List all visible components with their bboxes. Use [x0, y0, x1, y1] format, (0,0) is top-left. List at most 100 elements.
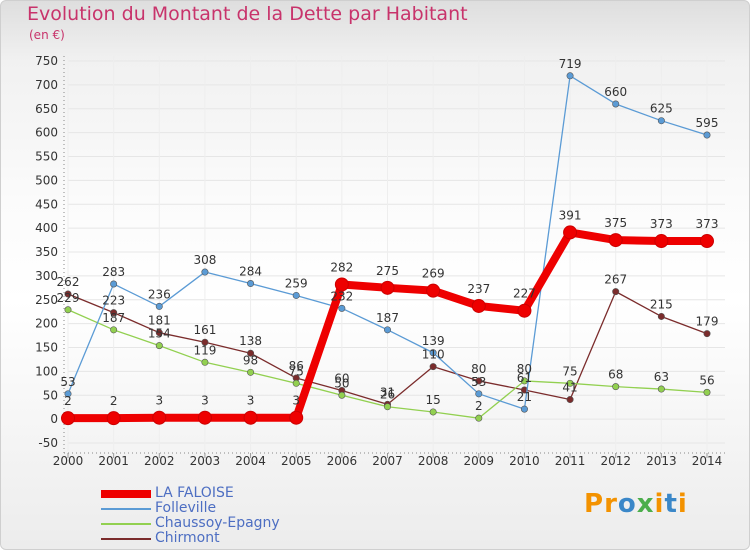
y-tick-label: 0 — [50, 412, 58, 426]
data-point — [520, 405, 528, 413]
data-label: 373 — [650, 217, 673, 231]
x-tick-label: 2013 — [646, 454, 677, 468]
data-point — [475, 390, 483, 398]
data-label: 237 — [467, 282, 490, 296]
data-label: 56 — [699, 373, 714, 387]
data-point — [612, 383, 620, 391]
data-label: 236 — [148, 287, 171, 301]
data-label: 60 — [334, 371, 349, 385]
data-point — [64, 390, 72, 398]
data-label: 41 — [562, 381, 577, 395]
x-tick-label: 2001 — [98, 454, 129, 468]
data-label: 375 — [604, 216, 627, 230]
data-point — [563, 225, 578, 240]
logo-letter: i — [677, 489, 688, 519]
data-label: 3 — [247, 394, 255, 408]
data-point — [247, 280, 255, 288]
data-point — [703, 330, 711, 338]
x-tick-label: 2011 — [555, 454, 586, 468]
data-label: 223 — [102, 294, 125, 308]
data-point — [247, 368, 255, 376]
data-label: 139 — [422, 334, 445, 348]
data-point — [429, 349, 437, 357]
data-label: 660 — [604, 85, 627, 99]
legend-swatch — [101, 523, 151, 525]
x-tick-label: 2012 — [600, 454, 631, 468]
data-label: 391 — [559, 208, 582, 222]
y-tick-label: 600 — [35, 126, 58, 140]
data-label: 53 — [471, 375, 486, 389]
x-tick-label: 2003 — [190, 454, 221, 468]
axes: 7507006506005505004504003503002502001501… — [35, 54, 725, 468]
legend-swatch — [101, 508, 151, 510]
data-point — [566, 72, 574, 80]
data-label: 80 — [471, 362, 486, 376]
y-tick-label: 450 — [35, 197, 58, 211]
data-point — [475, 377, 483, 385]
data-point — [520, 377, 528, 385]
data-label: 719 — [559, 57, 582, 71]
x-tick-label: 2005 — [281, 454, 312, 468]
data-point — [110, 326, 118, 334]
data-label: 61 — [517, 371, 532, 385]
data-label: 2 — [475, 399, 483, 413]
data-label: 187 — [102, 311, 125, 325]
data-label: 75 — [289, 364, 304, 378]
data-label: 284 — [239, 265, 262, 279]
data-point — [201, 358, 209, 366]
y-tick-label: 350 — [35, 245, 58, 259]
y-tick-label: 750 — [35, 54, 58, 68]
data-point — [110, 309, 118, 317]
data-label: 161 — [193, 323, 216, 337]
data-label: 2 — [64, 394, 72, 408]
data-point — [155, 329, 163, 337]
y-tick-label: 400 — [35, 221, 58, 235]
logo-letter: x — [636, 489, 655, 519]
y-tick-label: 500 — [35, 173, 58, 187]
data-point — [654, 234, 669, 249]
data-label: 98 — [243, 353, 258, 367]
data-label: 119 — [193, 343, 216, 357]
data-label: 179 — [696, 315, 719, 329]
data-label: 269 — [422, 267, 445, 281]
y-tick-label: 300 — [35, 269, 58, 283]
data-point — [657, 117, 665, 125]
data-point — [292, 291, 300, 299]
data-label: 282 — [330, 260, 353, 274]
data-label: 262 — [57, 275, 80, 289]
data-point — [155, 302, 163, 310]
data-point — [247, 349, 255, 357]
y-tick-label: 650 — [35, 102, 58, 116]
data-label: 15 — [426, 393, 441, 407]
data-label: 63 — [654, 370, 669, 384]
chart-unit: (en €) — [29, 28, 65, 42]
data-label: 110 — [422, 348, 445, 362]
data-point — [201, 268, 209, 276]
data-label: 187 — [376, 311, 399, 325]
data-label: 595 — [696, 116, 719, 130]
data-label: 50 — [334, 376, 349, 390]
data-point — [64, 290, 72, 298]
data-point — [383, 326, 391, 334]
logo-letter: o — [617, 489, 637, 519]
y-tick-label: 550 — [35, 150, 58, 164]
data-label: 86 — [289, 359, 304, 373]
data-point — [61, 411, 75, 426]
data-label: 283 — [102, 265, 125, 279]
logo-letter: i — [654, 489, 665, 519]
legend-swatch — [101, 490, 151, 498]
data-label: 181 — [148, 314, 171, 328]
data-point — [110, 280, 118, 288]
data-point — [475, 414, 483, 422]
logo-letter: r — [604, 489, 618, 519]
data-label: 229 — [57, 291, 80, 305]
data-point — [612, 100, 620, 108]
y-tick-label: -50 — [38, 436, 58, 450]
data-label: 26 — [380, 388, 395, 402]
grid — [67, 56, 725, 451]
y-tick-label: 150 — [35, 341, 58, 355]
data-point — [703, 388, 711, 396]
data-label: 625 — [650, 102, 673, 116]
y-tick-label: 100 — [35, 364, 58, 378]
